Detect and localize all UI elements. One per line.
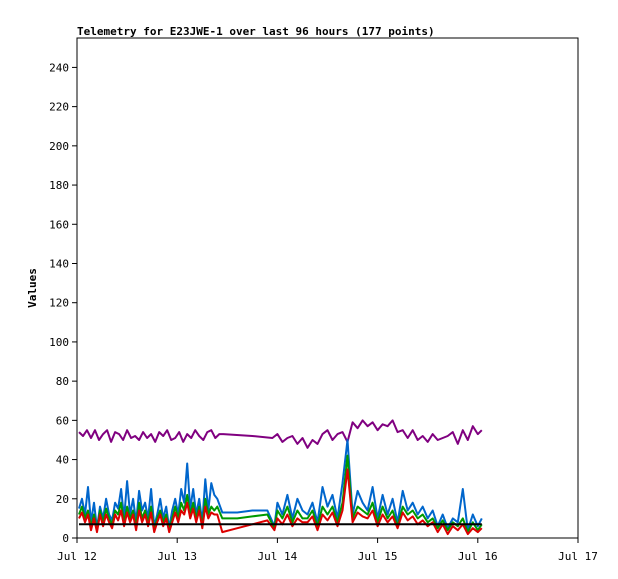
x-tick-label: Jul 15 — [358, 550, 398, 563]
series-line-0 — [78, 419, 483, 449]
y-tick-label: 20 — [56, 493, 69, 506]
y-tick-label: 0 — [62, 532, 69, 545]
x-axis: Jul 12 Jul 13 Jul 14 Jul 15 Jul 16 Jul 17 — [57, 538, 598, 563]
y-axis: 0 20 40 60 80 100 120 140 160 180 200 220 240 — [49, 61, 77, 545]
y-tick-label: 100 — [49, 336, 69, 349]
y-tick-label: 180 — [49, 179, 69, 192]
x-tick-label: Jul 12 — [57, 550, 97, 563]
x-tick-label: Jul 17 — [558, 550, 598, 563]
series-layer — [78, 419, 483, 536]
y-tick-label: 220 — [49, 101, 69, 114]
y-tick-label: 140 — [49, 257, 69, 270]
y-tick-label: 80 — [56, 375, 69, 388]
x-tick-label: Jul 13 — [157, 550, 197, 563]
y-tick-label: 120 — [49, 297, 69, 310]
series-line-1 — [78, 439, 483, 532]
chart-title: Telemetry for E23JWE-1 over last 96 hour… — [77, 25, 435, 38]
y-tick-label: 60 — [56, 414, 69, 427]
x-tick-label: Jul 16 — [458, 550, 498, 563]
x-tick-label: Jul 14 — [258, 550, 298, 563]
y-axis-label: Values — [26, 268, 39, 308]
plot-area-frame — [76, 37, 579, 539]
y-tick-label: 40 — [56, 454, 69, 467]
series-line-2 — [78, 454, 483, 534]
y-tick-label: 200 — [49, 140, 69, 153]
y-tick-label: 240 — [49, 61, 69, 74]
y-tick-label: 160 — [49, 218, 69, 231]
